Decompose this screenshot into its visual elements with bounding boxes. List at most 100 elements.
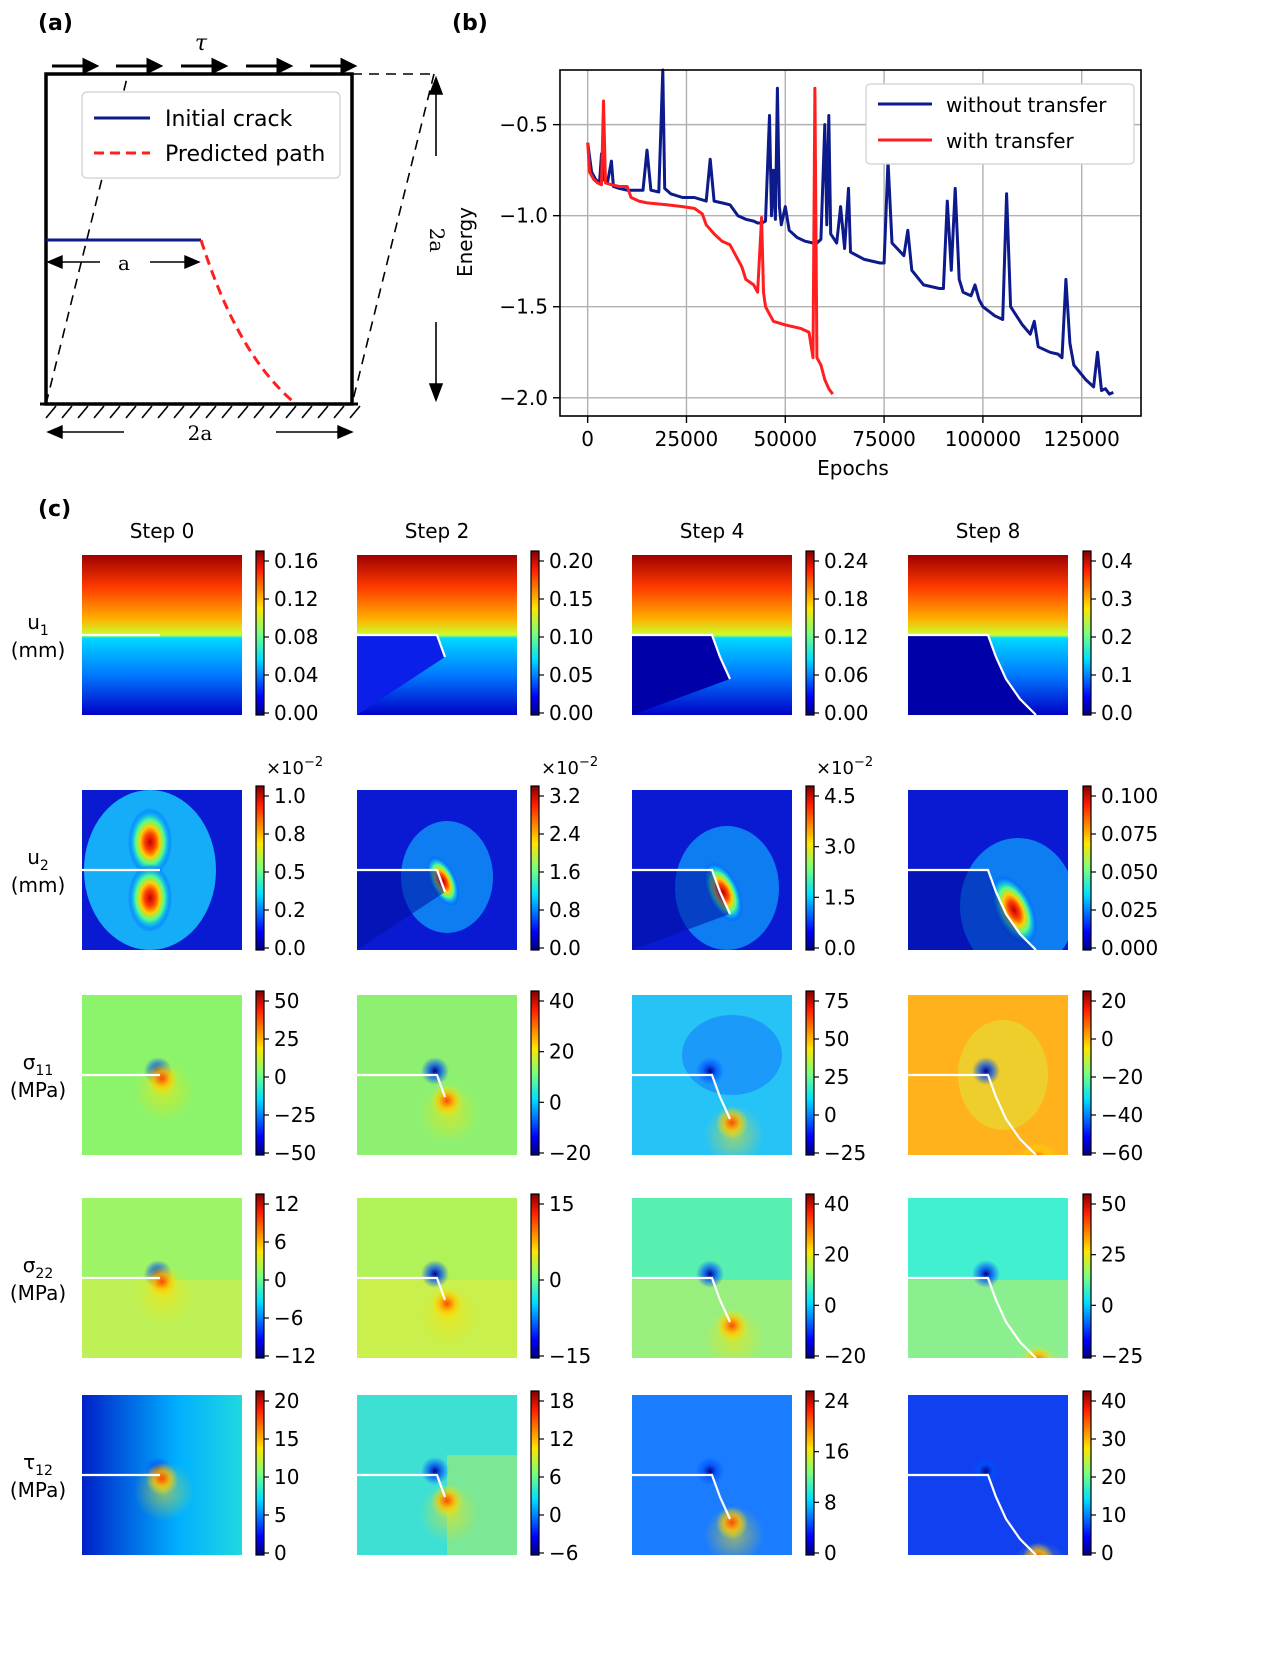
row-label-unit: (MPa) xyxy=(10,1078,66,1102)
y-tick-label: −1.0 xyxy=(499,204,548,228)
colorbar-u1-step-3: 0.4 0.3 0.2 0.1 0.0 xyxy=(1082,549,1133,725)
colorbar-tick-label: 50 xyxy=(274,989,299,1013)
series-without-transfer xyxy=(586,68,1114,396)
crack-line xyxy=(357,1073,447,1098)
colorbar-tick-label: 75 xyxy=(824,989,849,1013)
colorbar-u2-step-0: 1.0 0.8 0.5 0.2 0.0 ×10−2 xyxy=(255,755,323,960)
colorbar-tick-label: 0 xyxy=(1101,1027,1114,1051)
map-t12-step-1 xyxy=(357,1395,517,1555)
colorbar-tick-label: 15 xyxy=(274,1427,299,1451)
column-headers: Step 0 Step 2 Step 4 Step 8 xyxy=(130,519,1021,543)
row-label-symbol: τ12 xyxy=(23,1450,53,1479)
map-s22-step-2 xyxy=(632,1198,792,1358)
panel-label-a: (a) xyxy=(38,11,73,36)
x-tick-label: 75000 xyxy=(852,427,916,451)
colorbar-s11-step-2: 75 50 25 0 −25 xyxy=(805,989,866,1165)
colorbar-tick-label: 0 xyxy=(824,1293,837,1317)
colorbar-tick-label: 30 xyxy=(1101,1427,1126,1451)
legend-without-transfer: without transfer xyxy=(946,93,1107,117)
map-t12-step-0 xyxy=(82,1395,242,1555)
colorbar-tick-label: −25 xyxy=(274,1103,316,1127)
map-u2-step-3 xyxy=(908,790,1068,950)
colorbar-t12-step-0: 20 15 10 5 0 xyxy=(255,1389,299,1565)
dimension-a xyxy=(46,254,201,270)
colorbar-tick-label: −50 xyxy=(274,1141,316,1165)
map-u1-step-2 xyxy=(632,555,792,715)
colorbar-tick-label: 0 xyxy=(549,1090,562,1114)
colorbar-tick-label: 0.3 xyxy=(1101,587,1133,611)
colorbar-tick-label: 1.5 xyxy=(824,885,856,909)
colorbar-tick-label: −20 xyxy=(1101,1065,1143,1089)
crack-line xyxy=(357,1473,447,1498)
crack-line xyxy=(908,1473,1037,1555)
column-header: Step 0 xyxy=(130,519,195,543)
colorbar-tick-label: −12 xyxy=(274,1344,316,1368)
legend-initial-crack: Initial crack xyxy=(165,107,293,132)
crack-line xyxy=(357,1276,447,1301)
colorbar-tick-label: 0.050 xyxy=(1101,860,1158,884)
colorbar-u2-step-1: 3.2 2.4 1.6 0.8 0.0 ×10−2 xyxy=(530,755,598,960)
x-tick-label: 50000 xyxy=(753,427,817,451)
map-u2-step-1 xyxy=(357,790,517,950)
colorbar-tick-label: −15 xyxy=(549,1344,591,1368)
colorbar-tick-label: 0.0 xyxy=(1101,701,1133,725)
colorbar-u1-step-0: 0.16 0.12 0.08 0.04 0.00 xyxy=(255,549,319,725)
colorbar-tick-label: 0.1 xyxy=(1101,663,1133,687)
colorbar-tick-label: 40 xyxy=(549,989,574,1013)
colorbar-s11-step-3: 20 0 −20 −40 −60 xyxy=(1082,989,1143,1165)
panel-label-c: (c) xyxy=(38,497,71,522)
y-tick-label: −0.5 xyxy=(499,113,548,137)
map-s22-step-1 xyxy=(357,1198,517,1358)
row-label-symbol: u1 xyxy=(27,610,49,639)
shear-arrows xyxy=(52,57,358,75)
colorbar-tick-label: −6 xyxy=(549,1541,578,1565)
map-s22-step-3 xyxy=(908,1198,1068,1358)
colorbar-tick-label: 12 xyxy=(274,1192,299,1216)
colorbar-s11-step-1: 40 20 0 −20 xyxy=(530,989,591,1165)
colorbar-tick-label: −25 xyxy=(1101,1344,1143,1368)
map-u2-step-2 xyxy=(632,790,792,950)
row-label-unit: (mm) xyxy=(11,873,66,897)
column-header: Step 4 xyxy=(680,519,745,543)
crack-line xyxy=(632,1276,732,1323)
colorbar-tick-label: 0 xyxy=(1101,1541,1114,1565)
map-u1-step-3 xyxy=(908,555,1068,715)
crack-line xyxy=(908,633,1037,715)
colorbar-exponent: ×10−2 xyxy=(266,755,323,779)
crack-line xyxy=(632,868,732,915)
colorbar-tick-label: 0.06 xyxy=(824,663,869,687)
colorbar-s22-step-3: 50 25 0 −25 xyxy=(1082,1192,1143,1368)
dimension-height-label: 2a xyxy=(425,228,449,253)
colorbar-tick-label: 5 xyxy=(274,1503,287,1527)
colorbar-tick-label: 24 xyxy=(824,1389,849,1413)
chart-series xyxy=(586,68,1114,396)
colorbar-tick-label: 20 xyxy=(1101,1465,1126,1489)
colorbar-tick-label: 0.025 xyxy=(1101,898,1158,922)
colorbar-tick-label: 0 xyxy=(274,1268,287,1292)
column-header: Step 2 xyxy=(405,519,470,543)
colorbar-u2-step-2: 4.5 3.0 1.5 0.0 ×10−2 xyxy=(805,755,873,960)
map-t12-step-2 xyxy=(632,1395,792,1555)
colorbar-tick-label: 0.00 xyxy=(824,701,869,725)
colorbar-tick-label: 0.0 xyxy=(824,936,856,960)
series-with-transfer xyxy=(586,86,834,395)
colorbar-tick-label: 0.12 xyxy=(274,587,319,611)
colorbar-tick-label: 0 xyxy=(1101,1293,1114,1317)
colorbar-tick-label: 0.5 xyxy=(274,860,306,884)
colorbar-tick-label: 25 xyxy=(1101,1243,1126,1267)
colorbar-tick-label: 40 xyxy=(824,1192,849,1216)
colorbars: 0.160.120.080.040.000.200.150.100.050.00… xyxy=(255,549,1158,1565)
predicted-path-line xyxy=(199,239,297,406)
colorbar-tick-label: 40 xyxy=(1101,1389,1126,1413)
colorbar-tick-label: 20 xyxy=(549,1040,574,1064)
colorbar-tick-label: 6 xyxy=(274,1230,287,1254)
map-u1-step-1 xyxy=(357,555,517,715)
colorbar-t12-step-3: 40 30 20 10 0 xyxy=(1082,1389,1126,1565)
colorbar-tick-label: 6 xyxy=(549,1465,562,1489)
colorbar-tick-label: 12 xyxy=(549,1427,574,1451)
colorbar-tick-label: 0 xyxy=(549,1268,562,1292)
colorbar-tick-label: 0.2 xyxy=(274,898,306,922)
dimension-width xyxy=(46,424,354,440)
colorbar-tick-label: 18 xyxy=(549,1389,574,1413)
